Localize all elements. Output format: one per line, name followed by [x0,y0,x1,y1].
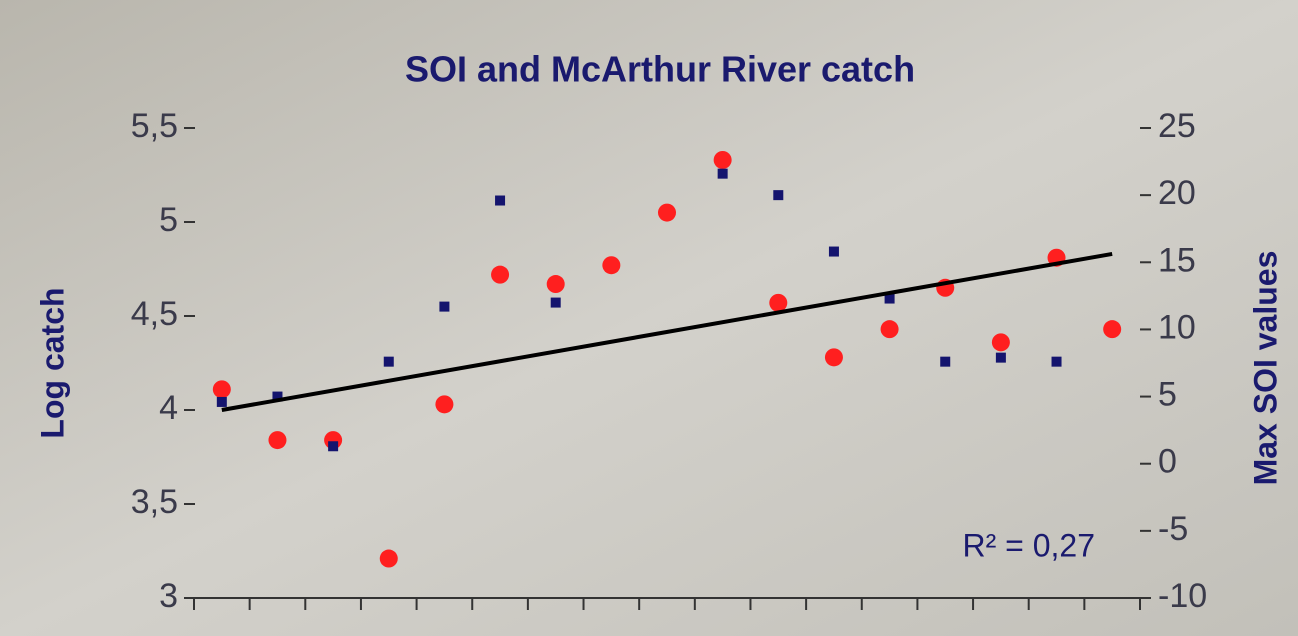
point [881,320,899,338]
page: SOI and McArthur River catch Log catch M… [0,0,1298,636]
y2-tick-label: 25 [1158,107,1196,145]
y2-tick-label: 20 [1158,174,1196,212]
y2-tick-label: -10 [1158,577,1207,615]
point [714,151,732,169]
y-tick-label: 5 [159,201,178,239]
y-tick-label: 3,5 [131,483,178,521]
point [439,302,449,312]
y2-tick-label: 5 [1158,376,1177,414]
point [384,357,394,367]
point [825,348,843,366]
point [268,431,286,449]
point [380,550,398,568]
point [491,266,509,284]
y-axis-title: Log catch [34,287,70,438]
point [551,298,561,308]
y2-tick-label: 0 [1158,443,1177,481]
point [996,353,1006,363]
point [940,357,950,367]
y2-tick-label: 10 [1158,308,1196,346]
y-tick-label: 3 [159,577,178,615]
chart-title: SOI and McArthur River catch [405,49,915,90]
point [773,190,783,200]
point [829,247,839,257]
annotation: R² = 0,27 [962,527,1095,563]
y2-axis-title: Max SOI values [1247,251,1283,486]
point [328,441,338,451]
point [602,256,620,274]
point [658,204,676,222]
point [435,395,453,413]
y-tick-label: 4 [159,389,178,427]
y-tick-label: 4,5 [131,295,178,333]
point [495,196,505,206]
y2-tick-label: -5 [1158,510,1188,548]
point [1052,357,1062,367]
point [718,169,728,179]
point [769,294,787,312]
y-tick-label: 5,5 [131,107,178,145]
background [0,0,1298,636]
point [992,333,1010,351]
point [217,397,227,407]
point [1103,320,1121,338]
point [213,380,231,398]
point [547,275,565,293]
chart: SOI and McArthur River catch Log catch M… [0,0,1298,636]
y2-tick-label: 15 [1158,241,1196,279]
